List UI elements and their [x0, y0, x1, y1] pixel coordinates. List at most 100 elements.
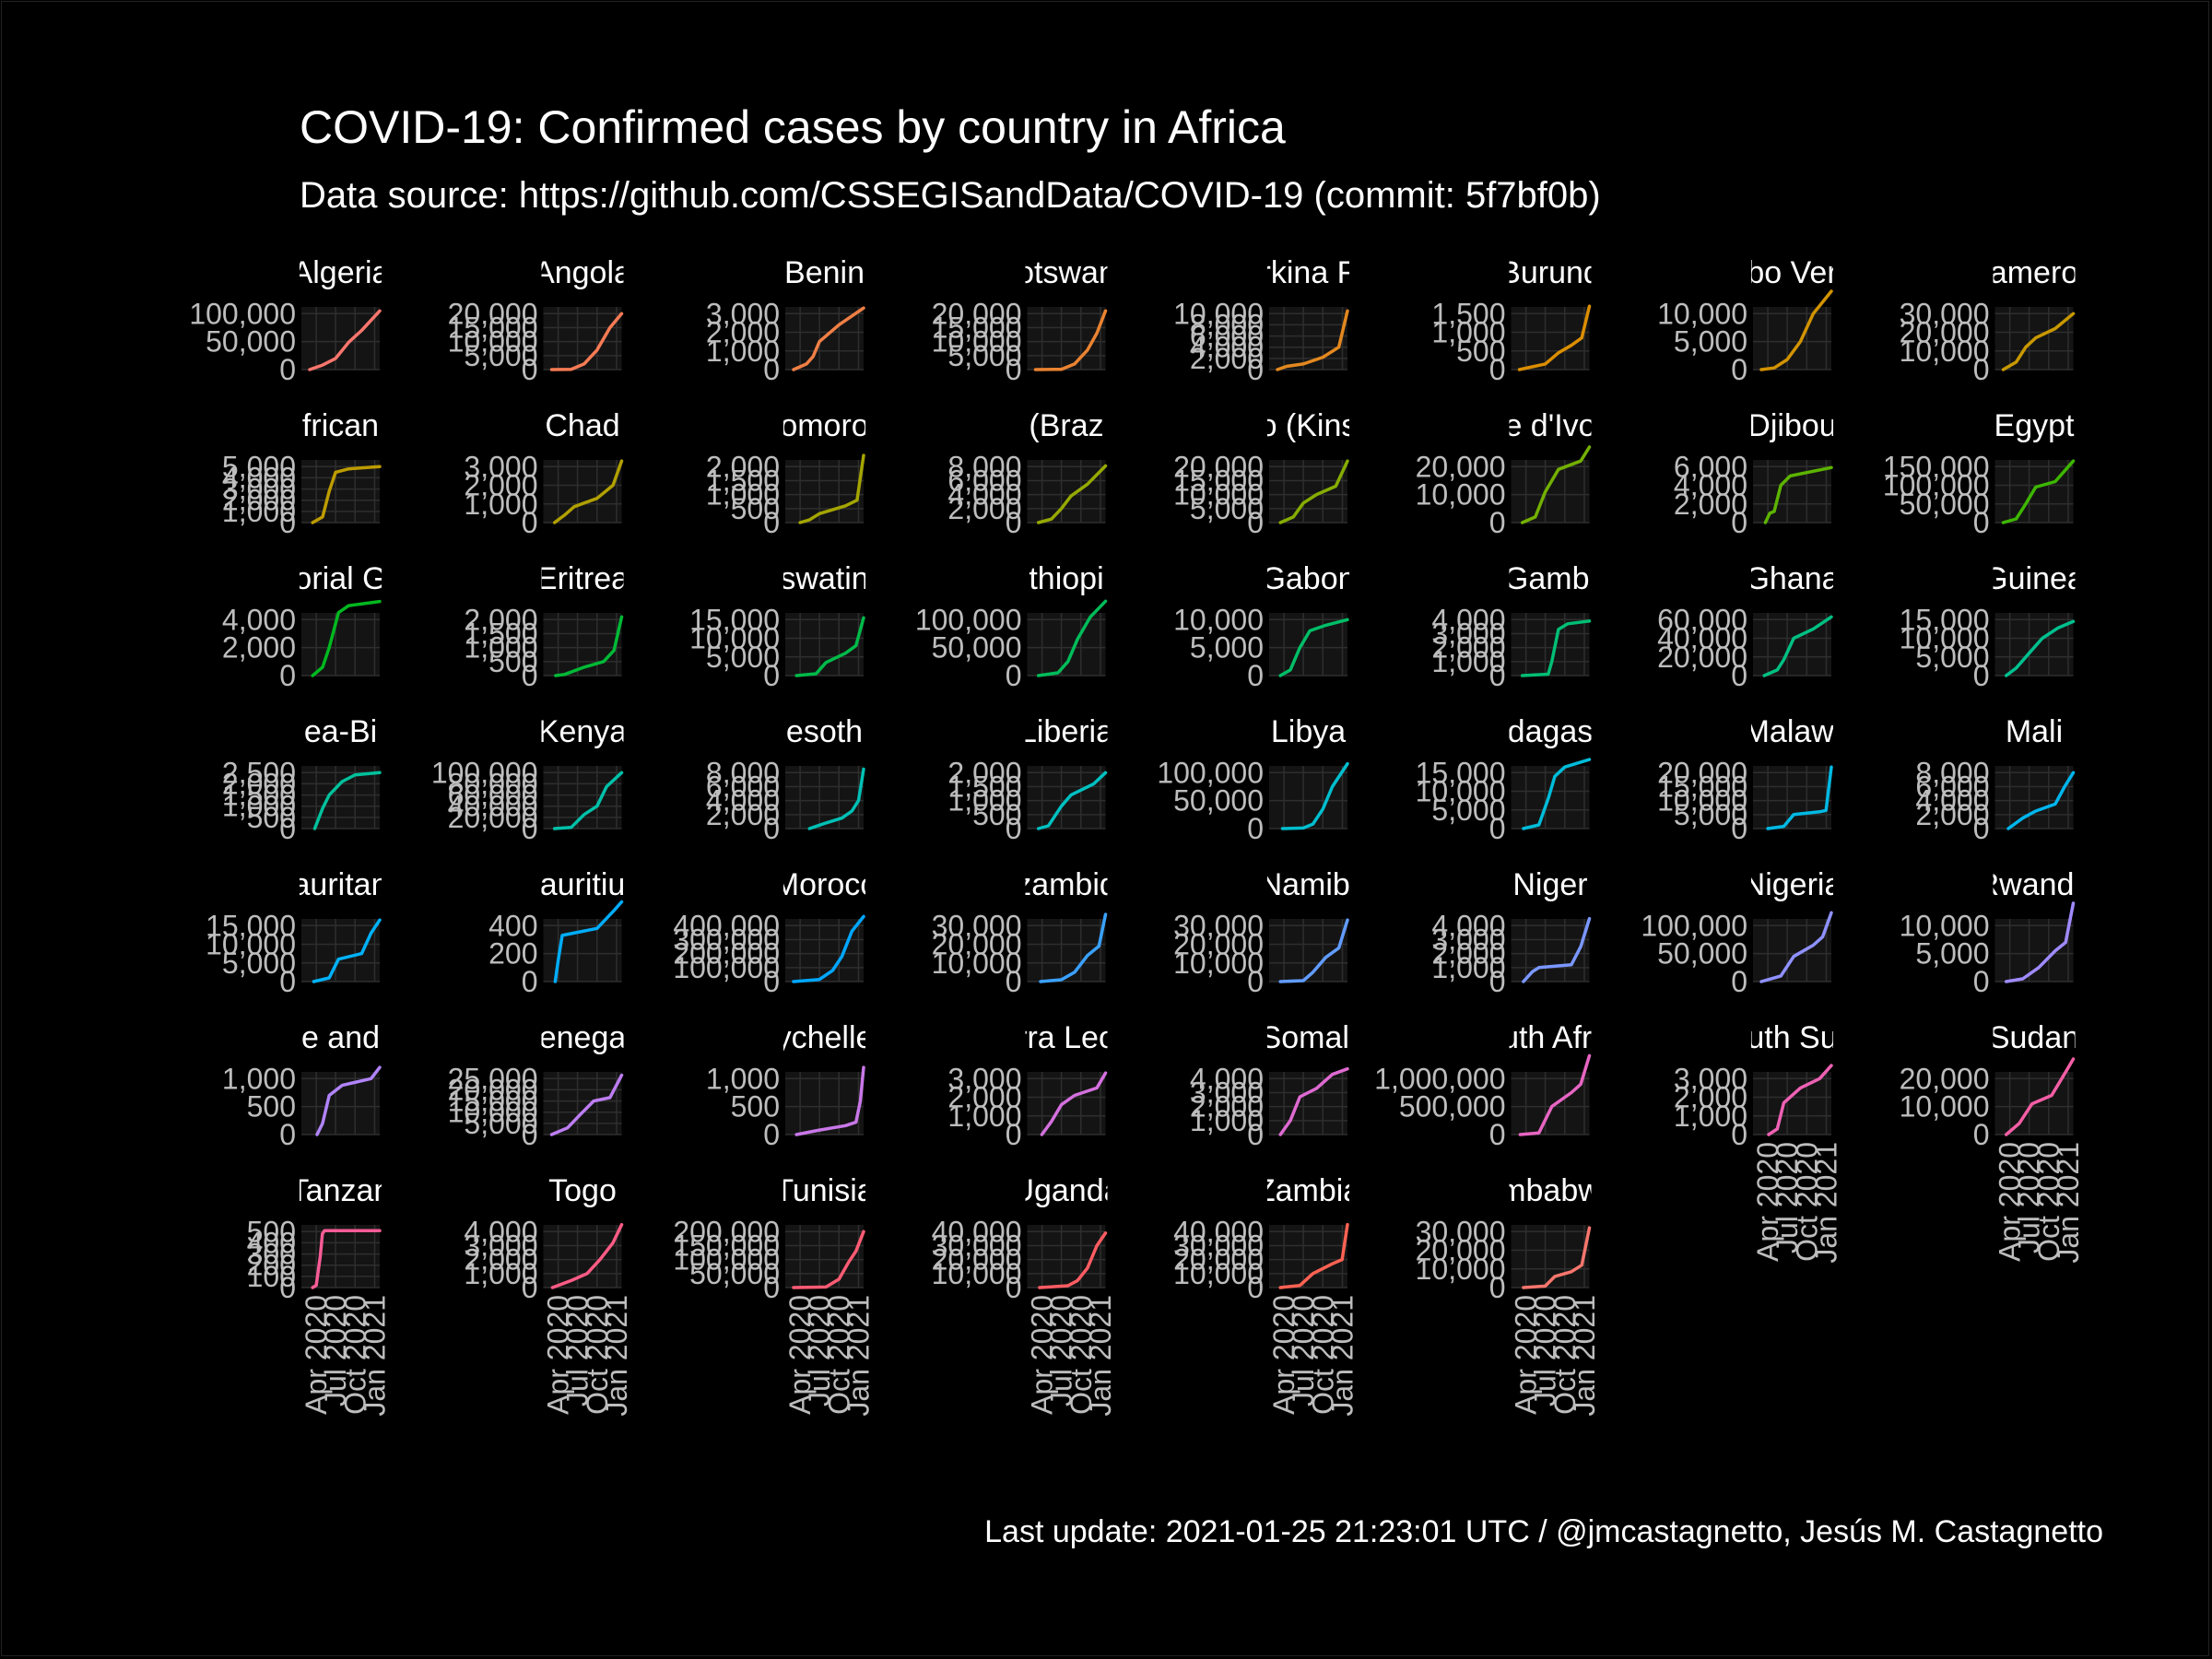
series-line: [1278, 1222, 1349, 1289]
y-tick-label: 200,000: [673, 1215, 780, 1248]
y-tick-label: 20,000: [1900, 1062, 1990, 1095]
y-tick-label: 50,000: [689, 1257, 780, 1290]
y-tick-label: 1,000: [706, 335, 780, 368]
y-tick-label: 10,000: [448, 325, 538, 359]
facet-strip-label: Chad: [545, 408, 619, 443]
y-tick-label: 10,000: [1173, 297, 1264, 330]
panel-background: [1511, 919, 1590, 982]
y-tick-label: 8,000: [1190, 308, 1264, 341]
facet-strip-label: Morocc: [773, 867, 876, 902]
y-tick-label: 50,000: [1657, 937, 1747, 971]
panel-background: [1027, 1072, 1106, 1135]
facet-strip-label: esoth: [786, 714, 863, 749]
y-tick-label: 10,000: [689, 622, 780, 655]
y-tick-label: 0: [1489, 506, 1506, 539]
y-tick-label: 1,000: [947, 784, 1021, 818]
y-tick-label: 6,000: [1190, 320, 1264, 353]
x-tick-label: Apr 2020: [1026, 1295, 1059, 1415]
y-tick-label: 1,000: [706, 1062, 780, 1095]
y-tick-label: 0: [1247, 659, 1264, 692]
panel-background: [1269, 307, 1347, 370]
y-tick-label: 0: [279, 506, 296, 539]
y-tick-label: 1,500: [222, 779, 296, 812]
y-tick-label: 2,000: [222, 767, 296, 800]
series-line: [792, 306, 865, 371]
y-tick-label: 20,000: [448, 1073, 538, 1106]
y-tick-label: 4,000: [464, 1215, 537, 1248]
facet-strip-label: uth Su: [1747, 1020, 1837, 1055]
y-tick-label: 40,000: [932, 1215, 1022, 1248]
facet-strip-label: e d'Ivo: [1504, 408, 1595, 443]
series-line: [1766, 765, 1833, 830]
x-tick-label: Apr 2020: [542, 1295, 575, 1415]
panel-background: [1753, 766, 1831, 829]
series-line: [554, 615, 624, 677]
y-tick-label: 0: [522, 1118, 538, 1151]
y-tick-label: 500: [1456, 335, 1505, 368]
y-tick-label: 3,000: [464, 450, 537, 483]
facet-strip-label: Mali: [2006, 714, 2063, 749]
x-tick-label: Oct 2020: [1548, 1295, 1582, 1415]
facet-strip-label: Kenya: [538, 714, 627, 749]
x-tick-label: Jan 2021: [1568, 1295, 1601, 1417]
y-tick-label: 500: [731, 492, 780, 525]
y-tick-label: 0: [1006, 812, 1022, 845]
series-line: [794, 1065, 865, 1136]
y-tick-label: 10,000: [1173, 478, 1264, 512]
x-tick-label: Oct 2020: [1790, 1142, 1823, 1262]
y-tick-label: 20,000: [1173, 1243, 1264, 1277]
y-tick-label: 10,000: [1900, 909, 1990, 942]
panel-background: [543, 307, 622, 370]
panel-background: [1027, 613, 1106, 676]
y-tick-label: 40,000: [1657, 622, 1747, 655]
series-line: [1278, 1066, 1349, 1136]
y-tick-label: 2,000: [706, 798, 780, 831]
x-tick-label: Apr 2020: [783, 1295, 817, 1415]
y-tick-label: 1,000: [464, 1257, 537, 1290]
y-tick-label: 0: [1731, 965, 1747, 998]
y-tick-label: 5,000: [1431, 794, 1505, 827]
series-line: [1522, 758, 1592, 830]
series-line: [1763, 465, 1833, 524]
y-tick-label: 300: [247, 1238, 296, 1271]
panel-background: [1027, 460, 1106, 523]
y-tick-label: 10,000: [1173, 603, 1264, 636]
y-tick-label: 2,000: [464, 469, 537, 502]
y-tick-label: 1,000: [222, 495, 296, 528]
series-line: [2004, 901, 2076, 983]
facet-strip-label: Ghana: [1745, 561, 1839, 596]
y-tick-label: 150,000: [1883, 450, 1990, 483]
x-tick-label: Apr 2020: [1267, 1295, 1300, 1415]
y-tick-label: 25,000: [448, 1062, 538, 1095]
y-tick-label: 0: [1731, 1118, 1747, 1151]
y-tick-label: 0: [522, 965, 538, 998]
facet-strip-label: Egypt: [1994, 408, 2075, 443]
series-line: [315, 1065, 382, 1136]
y-tick-label: 100: [247, 1260, 296, 1293]
y-tick-label: 0: [1731, 353, 1747, 386]
facet-strip-label: Guinea: [1983, 561, 2085, 596]
facet-strip-label: Gabon: [1261, 561, 1355, 596]
y-tick-label: 10,000: [1657, 297, 1747, 330]
y-tick-label: 0: [1973, 659, 1990, 692]
series-line: [311, 1229, 382, 1289]
facet-strip-label: amero: [1990, 255, 2078, 290]
facet-strip-label: Eritrea: [536, 561, 629, 596]
